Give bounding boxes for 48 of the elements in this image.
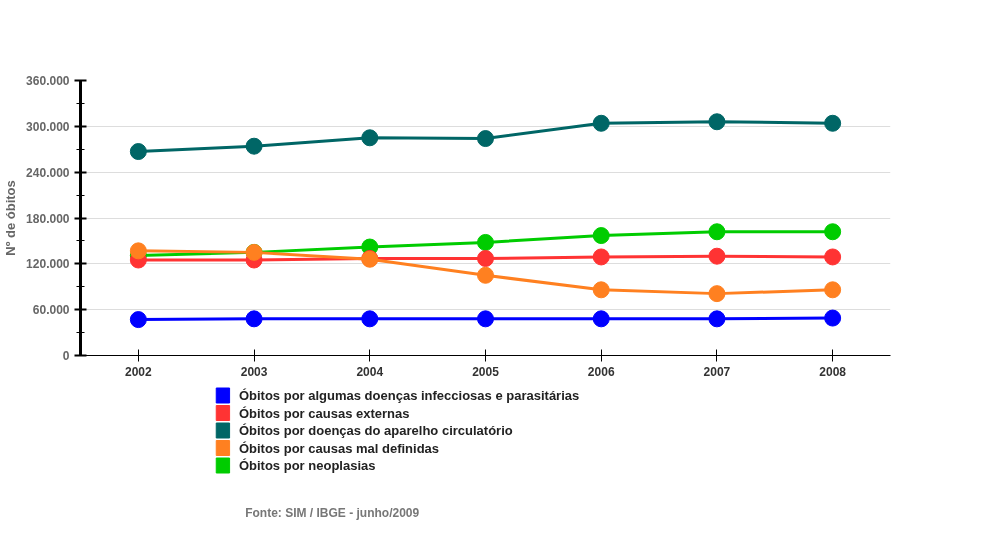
point	[129, 143, 147, 161]
x-tick-label: 2004	[356, 364, 384, 379]
point	[245, 310, 263, 328]
x-tick-label: 2003	[240, 364, 268, 379]
point	[477, 250, 494, 267]
point	[592, 281, 610, 299]
point	[477, 130, 494, 148]
x-tick-label: 2005	[472, 364, 500, 379]
point	[708, 247, 726, 265]
point	[361, 129, 379, 147]
y-tick-label: 300.000	[26, 119, 70, 134]
legend-label: Óbitos por doenças do aparelho circulatório	[238, 423, 513, 438]
point	[708, 285, 726, 303]
x-tick-label: 2002	[125, 364, 153, 379]
y-tick-label: 60.000	[32, 303, 70, 318]
legend-label: Óbitos por algumas doenças infecciosas e parasitárias	[238, 388, 580, 403]
y-tick-label: 240.000	[26, 165, 70, 180]
legend-label: Óbitos por causas mal definidas	[238, 440, 440, 456]
point	[361, 310, 379, 328]
y-axis-title: Nº de óbitos	[3, 180, 19, 256]
legend-label: Óbitos por neoplasias	[238, 458, 376, 473]
point	[477, 233, 494, 251]
point	[477, 266, 494, 284]
point	[824, 309, 842, 327]
legend-label: Óbitos por causas externas	[238, 405, 410, 421]
point	[708, 310, 726, 328]
point	[824, 281, 842, 299]
point	[592, 310, 610, 328]
x-tick-label: 2007	[703, 364, 731, 379]
source-note: Fonte: SIM / IBGE - junho/2009	[245, 506, 420, 520]
x-tick-label: 2006	[587, 364, 615, 379]
point	[477, 310, 494, 328]
point	[129, 311, 147, 329]
point	[592, 227, 610, 245]
point	[129, 242, 147, 260]
point	[824, 114, 842, 132]
point	[245, 137, 263, 155]
x-tick-label: 2008	[819, 364, 847, 379]
point	[592, 114, 610, 132]
point	[708, 113, 726, 131]
point	[592, 248, 610, 266]
y-tick-label: 180.000	[26, 211, 70, 226]
y-tick-label: 0	[62, 349, 70, 363]
point	[824, 223, 842, 241]
y-tick-label: 360.000	[26, 74, 70, 88]
point	[708, 223, 726, 241]
point	[824, 248, 842, 266]
y-tick-label: 120.000	[26, 257, 70, 272]
